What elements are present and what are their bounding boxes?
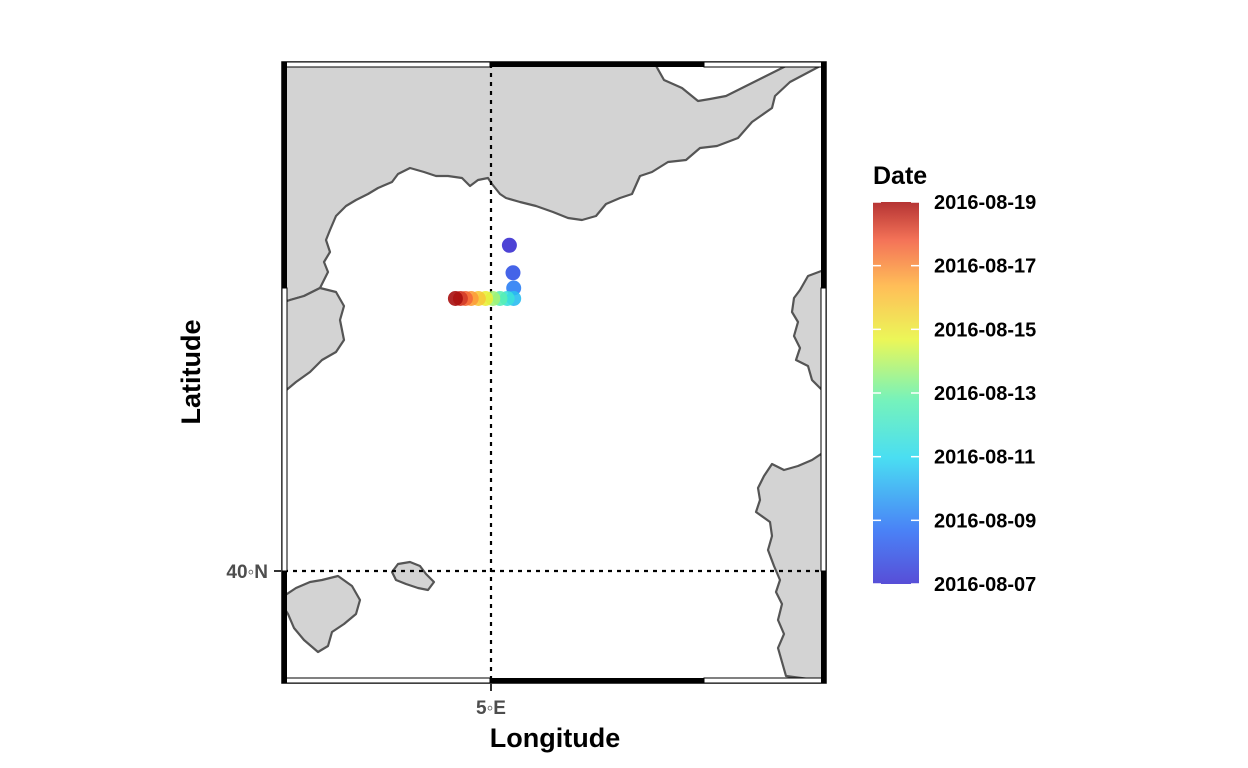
colorbar-label: 2016-08-13 (934, 383, 1036, 405)
frame-bottom-seg-1 (281, 677, 491, 684)
colorbar-label: 2016-08-19 (934, 192, 1036, 214)
frame-right-seg-3 (821, 571, 826, 683)
track-points (447, 237, 522, 306)
map-frame (281, 61, 827, 684)
frame-left-seg-2 (281, 287, 288, 572)
y-axis-title: Latitude (176, 320, 206, 425)
colorbar-label: 2016-08-15 (934, 319, 1036, 341)
frame-bottom-seg-3 (703, 677, 827, 684)
land-corsica (790, 268, 824, 402)
track-point (501, 237, 517, 253)
track-point (505, 265, 521, 281)
x-tick-label: 5◦E (476, 698, 506, 719)
land-spain-coast (284, 286, 346, 394)
land-menorca (390, 560, 436, 592)
land-france (284, 64, 824, 304)
land-mallorca (284, 574, 362, 654)
colorbar-label: 2016-08-11 (934, 447, 1035, 469)
frame-bottom-seg-2 (490, 678, 704, 683)
legend-title: Date (873, 162, 927, 190)
track-point (447, 291, 463, 306)
colorbar-label: 2016-08-07 (934, 574, 1036, 596)
colorbar-ticks (873, 201, 919, 585)
frame-right-seg-1 (821, 62, 826, 288)
frame-top-seg-1 (281, 61, 491, 68)
frame-top-seg-3 (703, 61, 827, 68)
map-panel (284, 64, 824, 681)
colorbar-label: 2016-08-17 (934, 256, 1036, 278)
land-sardinia (754, 450, 824, 681)
color-legend: Date 2016-08-192016-08-172016-08-152016-… (873, 162, 1036, 596)
colorbar-label: 2016-08-09 (934, 510, 1036, 532)
frame-left-seg-3 (282, 571, 287, 683)
frame-right-seg-2 (820, 287, 827, 572)
x-axis-title: Longitude (490, 723, 620, 753)
frame-top-seg-2 (490, 62, 704, 67)
colorbar-labels: 2016-08-19 2016-08-17 2016-08-15 2016-08-13… (934, 192, 1036, 596)
y-tick-label: 40◦N (226, 562, 268, 583)
frame-left-seg-1 (282, 62, 287, 288)
